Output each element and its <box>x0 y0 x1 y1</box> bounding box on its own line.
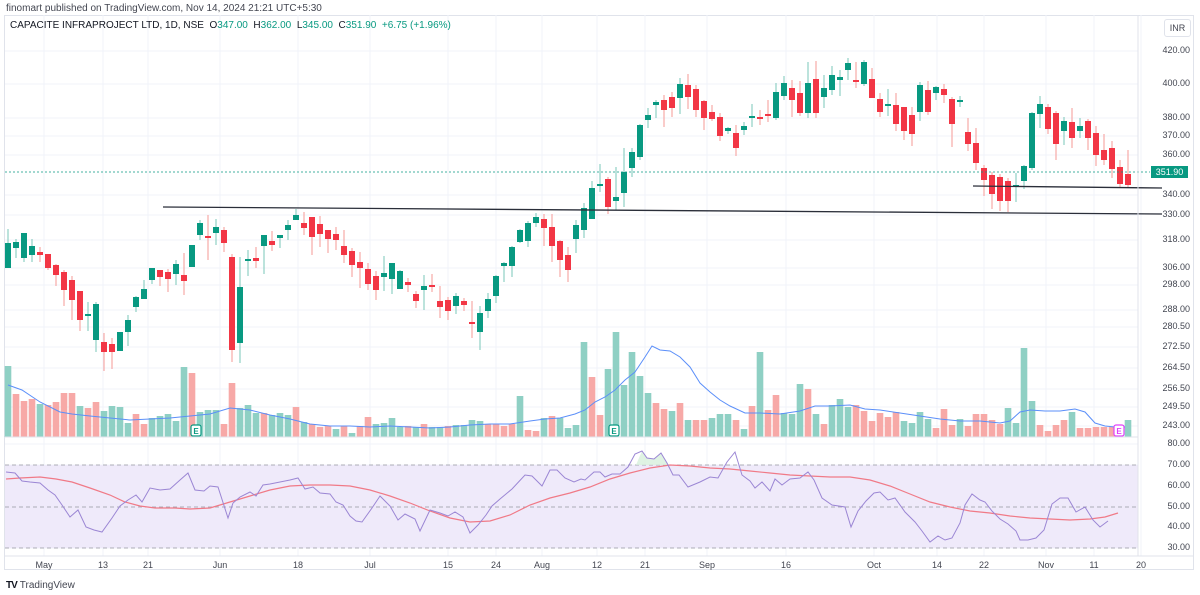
currency-button[interactable]: INR <box>1164 19 1191 37</box>
price-tick-label: 288.00 <box>1162 304 1190 314</box>
time-tick-label: 18 <box>292 560 304 570</box>
time-tick-label: Nov <box>1037 560 1055 570</box>
publisher-line: finomart published on TradingView.com, N… <box>6 3 322 14</box>
price-tick-label: 243.00 <box>1162 420 1190 430</box>
open-value: 347.00 <box>217 20 248 31</box>
time-tick-label: 14 <box>931 560 943 570</box>
svg-text:E: E <box>1116 427 1122 436</box>
price-tick-label: 272.50 <box>1162 341 1190 351</box>
rsi-tick-label: 80.00 <box>1167 438 1190 448</box>
time-tick-label: 22 <box>978 560 990 570</box>
earnings-event-icon[interactable]: E <box>1113 424 1125 437</box>
time-tick-label: Oct <box>866 560 882 570</box>
low-value: 345.00 <box>302 20 333 31</box>
rsi-ma-line <box>5 464 1119 523</box>
time-tick-label: 20 <box>1135 560 1147 570</box>
volume-ma-line <box>7 345 1125 429</box>
chart-frame <box>4 15 1194 570</box>
price-tick-label: 400.00 <box>1162 78 1190 88</box>
time-tick-label: 11 <box>1089 560 1099 570</box>
price-tick-label: 280.50 <box>1162 321 1190 331</box>
tradingview-logo[interactable]: TV TradingView <box>6 580 75 591</box>
brand-name: TradingView <box>19 580 75 591</box>
candlesticks <box>5 58 1131 371</box>
high-label: H <box>253 20 261 31</box>
rsi-tick-label: 70.00 <box>1167 459 1190 469</box>
price-tick-label: 380.00 <box>1162 112 1190 122</box>
high-value: 362.00 <box>260 20 292 31</box>
last-price-tag: 351.90 <box>1151 166 1188 178</box>
rsi-tick-label: 50.00 <box>1167 501 1190 511</box>
rsi-line <box>5 450 1109 543</box>
price-tick-label: 340.00 <box>1162 189 1190 199</box>
time-tick-label: Jul <box>364 560 376 570</box>
time-tick-label: May <box>35 560 53 570</box>
symbol-name: CAPACITE INFRAPROJECT LTD, 1D, NSE <box>10 20 204 31</box>
low-label: L <box>296 20 303 31</box>
rsi-tick-label: 30.00 <box>1167 542 1190 552</box>
price-tick-label: 330.00 <box>1162 209 1190 219</box>
time-tick-label: 24 <box>490 560 502 570</box>
svg-text:E: E <box>193 427 199 436</box>
price-tick-label: 249.50 <box>1162 401 1190 411</box>
price-tick-label: 306.00 <box>1162 262 1190 272</box>
price-tick-label: 264.50 <box>1162 362 1190 372</box>
price-tick-label: 360.00 <box>1162 149 1190 159</box>
time-tick-label: Sep <box>698 560 716 570</box>
close-label: C <box>338 20 346 31</box>
time-tick-label: Aug <box>533 560 551 570</box>
time-tick-label: Jun <box>212 560 228 570</box>
change-value: +6.75 (+1.96%) <box>381 20 451 31</box>
tv-logo-icon: TV <box>6 580 18 591</box>
time-tick-label: 21 <box>639 560 651 570</box>
price-tick-label: 370.00 <box>1162 130 1190 140</box>
time-tick-label: 15 <box>442 560 454 570</box>
svg-text:E: E <box>611 427 617 436</box>
close-value: 351.90 <box>345 20 377 31</box>
time-tick-label: 16 <box>780 560 792 570</box>
trendlines <box>162 185 1163 215</box>
time-tick-label: 13 <box>97 560 109 570</box>
rsi-tick-label: 60.00 <box>1167 480 1190 490</box>
earnings-event-icon[interactable]: E <box>190 424 202 437</box>
rsi-tick-label: 40.00 <box>1167 521 1190 531</box>
time-tick-label: 12 <box>591 560 603 570</box>
symbol-legend: CAPACITE INFRAPROJECT LTD, 1D, NSE O347.… <box>10 20 451 31</box>
time-tick-label: 21 <box>142 560 154 570</box>
price-tick-label: 420.00 <box>1162 45 1190 55</box>
price-tick-label: 298.00 <box>1162 279 1190 289</box>
earnings-event-icon[interactable]: E <box>608 424 620 437</box>
price-tick-label: 318.00 <box>1162 234 1190 244</box>
price-tick-label: 256.50 <box>1162 383 1190 393</box>
rsi-band <box>5 465 1138 548</box>
open-label: O <box>209 20 218 31</box>
